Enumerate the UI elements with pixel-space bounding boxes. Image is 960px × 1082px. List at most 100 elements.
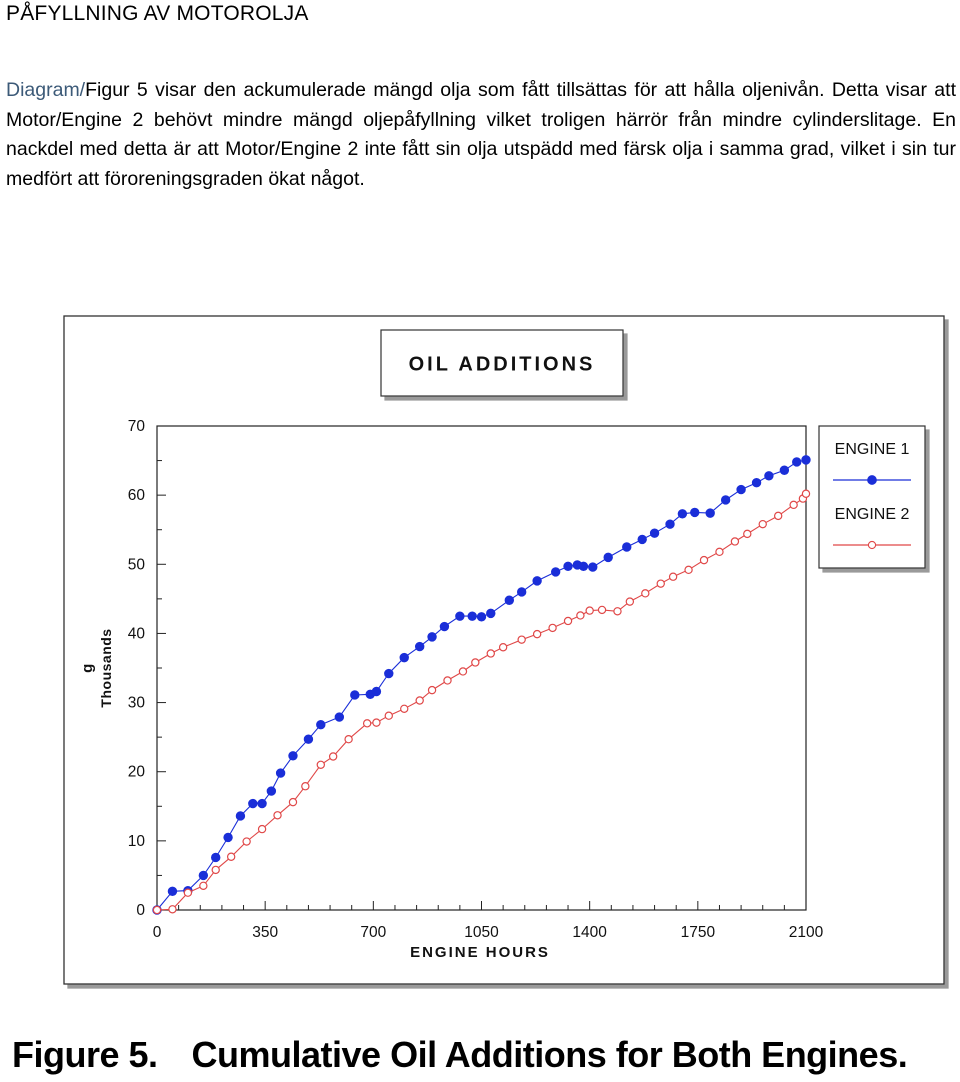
data-point-engine-1 [371,686,382,697]
data-point-engine-1 [649,528,660,538]
data-point-engine-1 [455,611,465,621]
data-point-engine-1 [235,811,246,821]
data-point-engine-2 [532,629,542,639]
data-point-engine-2 [597,605,607,615]
data-point-engine-1 [801,455,811,465]
x-tick-label: 2100 [789,924,824,941]
data-point-engine-1 [275,768,286,778]
data-point-engine-2 [226,852,236,861]
data-point-engine-2 [427,685,437,695]
data-point-engine-1 [399,652,409,663]
data-point-engine-1 [504,595,515,605]
data-point-engine-1 [622,542,632,552]
x-tick-label: 1050 [464,924,499,941]
data-point-engine-1 [705,508,715,518]
data-point-engine-2 [517,635,526,644]
data-point-engine-1 [257,798,267,809]
chart-title-box [380,329,624,397]
data-point-engine-2 [498,643,508,652]
x-axis-title: ENGINE HOURS [410,944,550,961]
series-layer [152,455,811,915]
data-point-engine-1 [720,495,731,505]
data-point-engine-2 [242,837,251,846]
legend-label-engine-1: ENGINE 1 [835,441,910,458]
data-point-engine-2 [548,623,557,633]
data-point-engine-2 [168,905,177,914]
y-axis: 0 10 20 30 40 50 60 70 [128,418,166,919]
data-point-engine-1 [764,471,774,481]
y-tick-label: 0 [136,902,145,919]
y-tick-label: 10 [128,833,146,850]
data-point-engine-2 [273,811,282,820]
figure-caption: Figure 5. Cumulative Oil Additions for Bo… [12,1034,908,1076]
data-point-engine-2 [641,589,650,598]
data-point-engine-2 [625,597,635,606]
data-point-engine-2 [486,649,495,658]
data-point-engine-2 [563,616,573,626]
plot-area [156,425,807,911]
data-point-engine-1 [532,576,542,586]
data-point-engine-2 [801,489,811,498]
data-point-engine-1 [736,484,746,495]
data-point-engine-2 [183,888,193,897]
data-point-engine-2 [372,718,381,727]
data-point-engine-1 [303,734,314,744]
x-tick-label: 1400 [572,924,607,941]
data-point-engine-2 [199,881,208,891]
y-axis-title-group: g Thousands [79,628,114,707]
data-point-engine-1 [603,552,613,563]
x-tick-label: 700 [360,924,386,941]
intro-text: Figur 5 visar den ackumulerade mängd olj… [6,79,956,190]
legend-label-engine-2: ENGINE 2 [835,506,910,523]
data-point-engine-2 [328,752,338,761]
data-point-engine-1 [167,886,178,897]
data-point-engine-2 [684,565,693,575]
data-point-engine-1 [288,751,298,761]
y-axis-title: g [79,663,96,673]
data-point-engine-2 [758,519,767,529]
data-point-engine-1 [563,561,573,572]
data-point-engine-2 [585,606,594,615]
data-point-engine-2 [400,704,409,713]
data-point-engine-2 [288,797,298,807]
data-point-engine-1 [266,786,277,796]
y-tick-label: 20 [128,764,146,781]
data-point-engine-1 [578,561,589,572]
data-point-engine-2 [743,529,752,539]
data-point-engine-2 [773,511,783,521]
data-point-engine-2 [443,676,452,685]
y-axis-units: Thousands [98,628,114,707]
data-point-engine-1 [779,465,790,475]
oil-additions-chart: OIL ADDITIONS 0 10 20 30 40 50 60 70 0 350 700 105… [63,315,945,985]
data-point-engine-2 [316,760,325,769]
x-axis: 0 350 700 1050 1400 1750 2100 [153,901,824,941]
data-point-engine-1 [792,457,802,467]
data-point-engine-2 [415,696,424,705]
caption-label: Figure 5. [12,1034,158,1075]
data-point-engine-1 [384,668,394,679]
data-point-engine-2 [730,537,740,546]
data-point-engine-1 [198,870,209,881]
x-tick-label: 0 [153,924,162,941]
data-point-engine-1 [439,621,450,632]
data-point-engine-1 [677,509,688,519]
intro-paragraph: Diagram/Figur 5 visar den ackumulerade m… [6,76,956,194]
data-point-engine-1 [316,719,326,730]
data-point-engine-2 [471,658,480,667]
data-point-engine-1 [637,534,647,545]
y-tick-label: 30 [128,695,146,712]
y-tick-label: 40 [128,625,146,642]
data-point-engine-1 [334,712,345,722]
data-point-engine-2 [699,555,709,565]
x-tick-label: 1750 [681,924,716,941]
data-point-engine-2 [668,572,678,581]
data-point-engine-2 [301,782,310,791]
data-point-engine-2 [715,547,724,557]
data-point-engine-2 [211,865,220,875]
y-tick-label: 60 [128,487,146,504]
data-point-engine-1 [690,507,700,518]
data-point-engine-1 [516,587,527,597]
y-tick-label: 70 [128,418,146,435]
data-point-engine-2 [576,611,585,620]
data-point-engine-2 [257,824,267,834]
